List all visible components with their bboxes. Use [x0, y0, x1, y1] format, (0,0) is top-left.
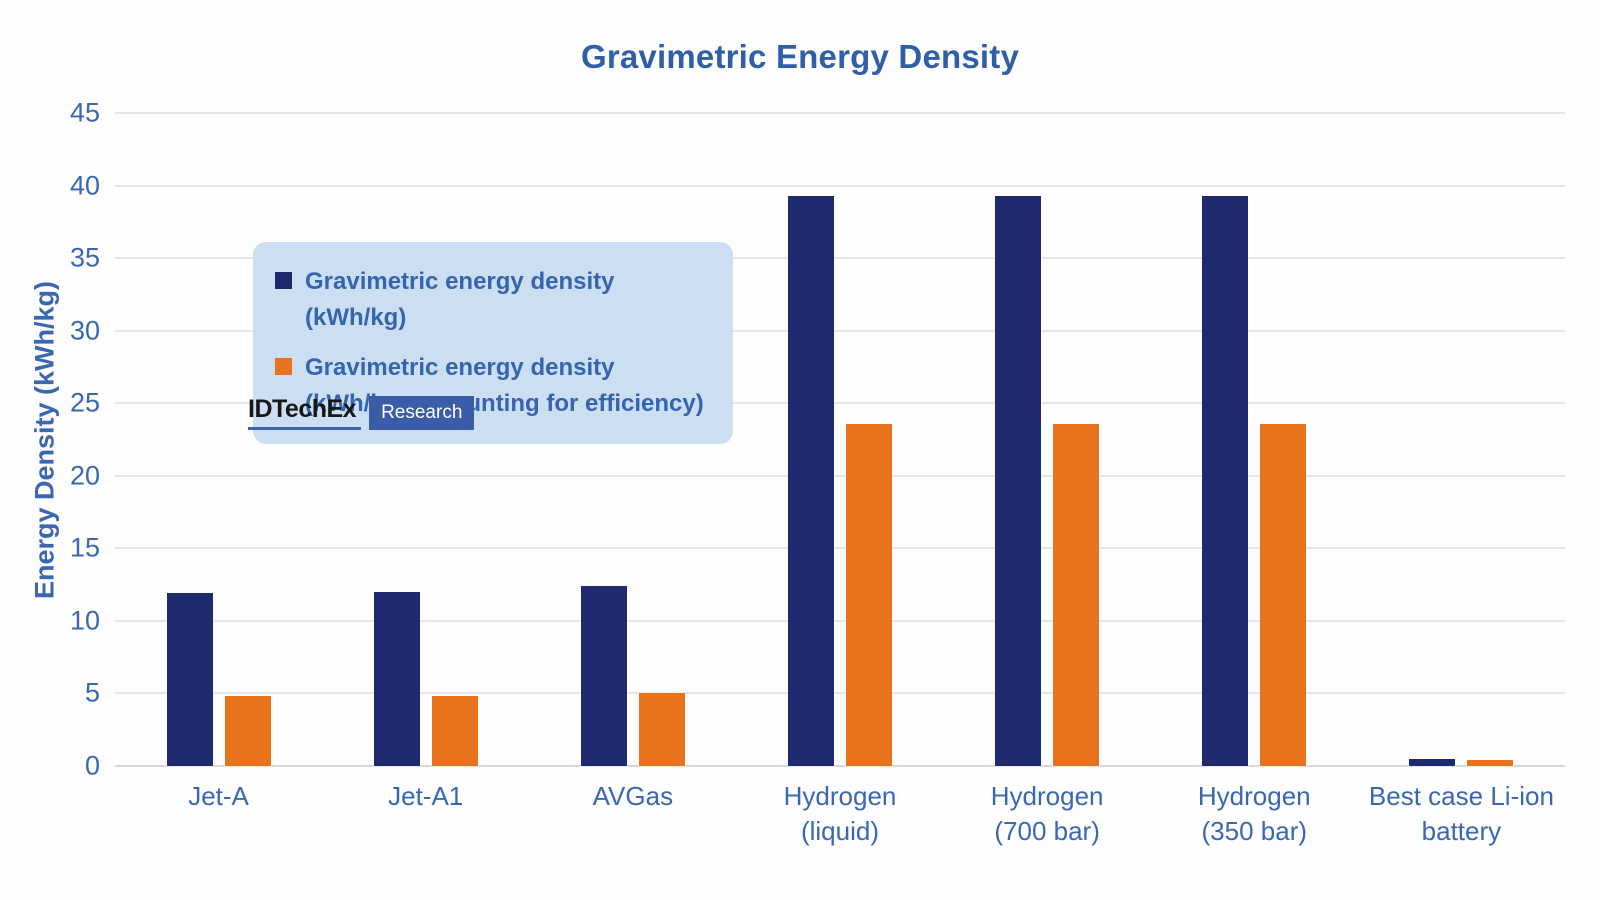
bar-hydrogen-700-bar-efficiency-adjusted — [1052, 422, 1101, 768]
legend-label: Gravimetric energy density (kWh/kg) — [305, 264, 709, 336]
gridline-15 — [115, 547, 1565, 550]
gridline-20 — [115, 474, 1565, 477]
gridline-30 — [115, 329, 1565, 332]
gridline-10 — [115, 619, 1565, 622]
plot-area: Gravimetric energy density (kWh/kg) Gravi… — [115, 112, 1565, 768]
gridline-40 — [115, 184, 1565, 187]
x-axis-labels: Jet-A Jet-A1 AVGas Hydrogen (liquid) Hydrogen… — [115, 779, 1565, 849]
bar-group-best-case-li-ion-battery — [1358, 113, 1565, 768]
legend-swatch-icon — [275, 272, 292, 289]
bar-hydrogen-liquid-efficiency-adjusted — [844, 422, 893, 768]
x-label-line: Hydrogen — [783, 781, 897, 811]
x-label-hydrogen-liquid: Hydrogen (liquid) — [736, 779, 943, 849]
idtechex-logo-brand: IDTechEx — [248, 395, 362, 430]
bar-avgas-gravimetric — [579, 585, 628, 767]
idtechex-logo-research-badge: Research — [369, 396, 475, 430]
y-tick-label-10: 10 — [69, 605, 100, 636]
bar-group-avgas — [529, 113, 736, 767]
bar-jet-a1-gravimetric — [372, 590, 421, 768]
bar-hydrogen-700-bar-gravimetric — [994, 194, 1043, 768]
y-tick-label-5: 5 — [84, 677, 100, 708]
x-label-line: Hydrogen — [990, 781, 1104, 811]
y-tick-label-40: 40 — [69, 170, 100, 201]
bar-jet-a-efficiency-adjusted — [223, 695, 272, 767]
y-axis-ticks: 0 5 10 15 20 25 30 35 40 45 — [0, 99, 100, 779]
x-label-jet-a1: Jet-A1 — [322, 779, 529, 849]
legend-swatch-icon — [275, 358, 292, 375]
y-tick-label-35: 35 — [69, 242, 100, 273]
x-label-jet-a: Jet-A — [115, 779, 322, 849]
idtechex-logo: IDTechEx Research — [248, 395, 475, 430]
x-label-line: Best case Li-ion — [1368, 781, 1554, 811]
bar-group-jet-a1 — [322, 113, 529, 768]
bar-best-case-li-ion-battery-efficiency-adjusted — [1466, 759, 1515, 767]
chart-title: Gravimetric Energy Density — [580, 38, 1020, 75]
x-label-line: (700 bar) — [994, 816, 1100, 847]
bar-avgas-efficiency-adjusted — [637, 692, 686, 767]
bar-best-case-li-ion-battery-gravimetric — [1408, 757, 1457, 768]
bar-jet-a1-efficiency-adjusted — [430, 695, 479, 767]
bar-hydrogen-350-bar-gravimetric — [1201, 194, 1250, 768]
legend-label-line: Gravimetric energy density (kWh/kg) — [305, 268, 615, 331]
x-label-line: Hydrogen — [1197, 781, 1311, 811]
bar-hydrogen-350-bar-efficiency-adjusted — [1259, 422, 1308, 768]
gridline-45 — [115, 112, 1565, 114]
x-label-hydrogen-350-bar: Hydrogen (350 bar) — [1151, 779, 1358, 849]
gridline-35 — [115, 257, 1565, 260]
gridline-25 — [115, 402, 1565, 405]
x-label-line: (350 bar) — [1201, 816, 1308, 847]
gridline-5 — [115, 692, 1565, 695]
bar-group-hydrogen-350-bar — [1151, 113, 1358, 768]
y-tick-label-0: 0 — [84, 750, 100, 781]
bar-jet-a-gravimetric — [165, 592, 214, 767]
x-label-hydrogen-700-bar: Hydrogen (700 bar) — [944, 779, 1151, 849]
x-label-best-case-li-ion-battery: Best case Li-ion battery — [1358, 779, 1565, 849]
x-label-avgas: AVGas — [529, 779, 736, 849]
y-tick-label-25: 25 — [69, 387, 100, 418]
y-tick-label-15: 15 — [69, 532, 100, 563]
legend-label-line: Gravimetric energy density — [305, 354, 615, 381]
bar-groups — [115, 113, 1565, 768]
x-label-line: Jet-A — [188, 781, 249, 811]
legend-item-gravimetric: Gravimetric energy density (kWh/kg) — [275, 264, 709, 336]
bar-group-hydrogen-700-bar — [944, 113, 1151, 768]
x-label-line: Jet-A1 — [388, 781, 464, 811]
bar-group-jet-a — [115, 113, 322, 767]
bar-hydrogen-liquid-gravimetric — [786, 194, 835, 768]
gridline-0 — [115, 765, 1565, 767]
y-tick-label-45: 45 — [69, 97, 100, 128]
x-label-line: (liquid) — [800, 816, 879, 847]
y-tick-label-30: 30 — [69, 315, 100, 346]
x-label-line: battery — [1421, 816, 1502, 847]
x-label-line: AVGas — [592, 781, 674, 811]
y-tick-label-20: 20 — [69, 460, 100, 491]
bar-group-hydrogen-liquid — [736, 113, 943, 768]
